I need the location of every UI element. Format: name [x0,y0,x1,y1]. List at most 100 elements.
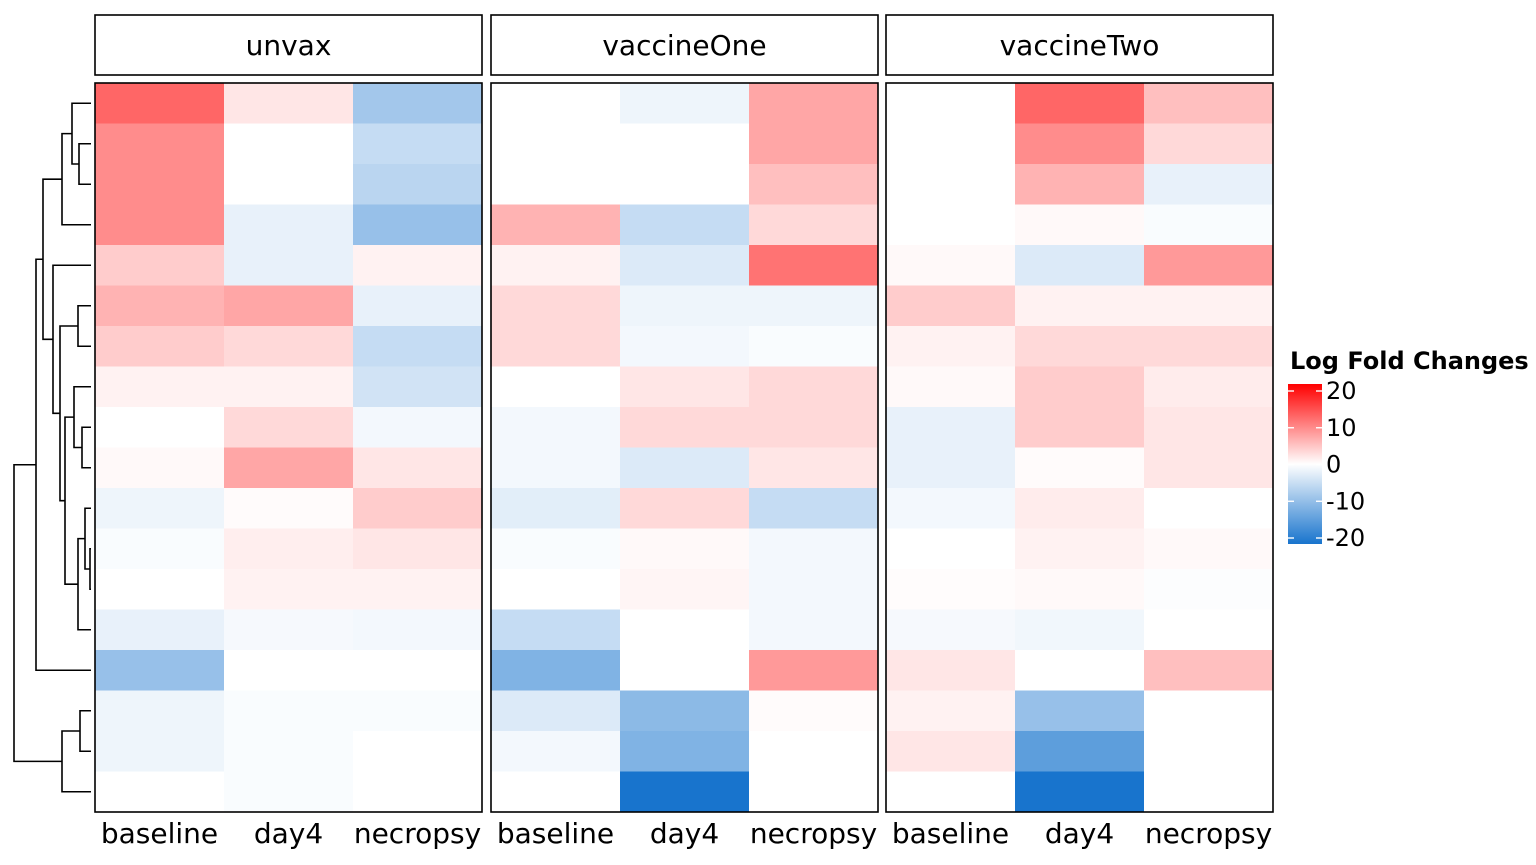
heatmap-cell [886,447,1016,489]
heatmap-cell [353,447,483,489]
heatmap-cell [620,366,750,408]
heatmap-cell [886,83,1016,124]
dendrogram-branch [61,730,91,793]
heatmap-cell [620,204,750,246]
heatmap-cell [1015,609,1145,651]
heatmap-cell [1015,407,1145,448]
heatmap-cell [749,609,879,651]
facet-label: vaccineOne [602,29,766,62]
heatmap-cell [886,488,1016,529]
x-tick-label: necropsy [354,817,481,850]
heatmap-cell [95,407,225,448]
heatmap-cell [491,204,621,246]
heatmap-cell [353,204,483,246]
dendrogram-branch [13,463,62,763]
heatmap-cell [749,488,879,529]
heatmap-cell [620,650,750,691]
heatmap-cell [886,204,1016,246]
heatmap-cell [224,83,354,124]
heatmap-cell [491,690,621,732]
heatmap-cell [749,731,879,772]
heatmap-cell [1144,245,1274,286]
heatmap-cell [95,488,225,529]
heatmap-cell [353,690,483,732]
heatmap-cell [491,731,621,772]
heatmap-cell [886,407,1016,448]
facet-panel-vaccineTwo: vaccineTwo baseline day4 necropsy [885,14,1274,850]
heatmap-cell [95,204,225,246]
heatmap-cell [620,83,750,124]
dendrogram-branch [78,142,91,186]
heatmap-cell [1015,123,1145,165]
heatmap-cell [1015,285,1145,327]
heatmap-cell [620,326,750,367]
heatmap-cell [749,366,879,408]
heatmap-cell [95,366,225,408]
dendrogram-branch [52,264,91,415]
heatmap-cell [1144,204,1274,246]
heatmap-cell [224,569,354,610]
heatmap-cell [224,285,354,327]
heatmap-cell [224,447,354,489]
legend-title: Log Fold Changes [1290,347,1529,375]
heatmap-cell [353,488,483,529]
dendrogram-branch [81,426,91,469]
heatmap-cell [1015,245,1145,286]
heatmap-cell [1015,204,1145,246]
dendrogram-branch [89,547,91,591]
heatmap-cell [95,164,225,205]
panel-border [885,82,1274,813]
color-legend: Log Fold Changes 20 10 0 -10 -20 [1288,347,1529,552]
heatmap-cell [224,771,354,813]
row-dendrogram [13,102,91,793]
heatmap-cell [95,650,225,691]
heatmap-cell [1144,731,1274,772]
heatmap-cell [886,731,1016,772]
heatmap-cell [224,164,354,205]
heatmap-cell [95,569,225,610]
heatmap-cell [749,123,879,165]
heatmap-cell [749,164,879,205]
heatmap-cell [886,245,1016,286]
heatmap-cell [886,609,1016,651]
heatmap-cell [491,488,621,529]
heatmap-cell [224,650,354,691]
legend-tick-label: 20 [1326,377,1357,405]
heatmap-cell [95,285,225,327]
heatmap-cell [749,690,879,732]
heatmap-cell [886,164,1016,205]
heatmap-cell [1144,83,1274,124]
heatmap-cell [1015,650,1145,691]
heatmap-cell [491,245,621,286]
x-tick-label: day4 [1045,817,1114,850]
x-tick-label: day4 [254,817,323,850]
heatmap-cell [1144,569,1274,610]
heatmap-cell [224,204,354,246]
heatmap-cell [886,326,1016,367]
heatmap-cell [95,528,225,570]
heatmap-cell [1015,569,1145,610]
heatmap-cell [749,407,879,448]
heatmap-cell [1144,447,1274,489]
legend-tick-label: 10 [1326,414,1357,442]
heatmap-cell [749,528,879,570]
heatmap-cell [1015,83,1145,124]
facet-panel-unvax: unvax baseline day4 necropsy [94,14,483,850]
heatmap-cell [886,366,1016,408]
heatmap-cell [353,326,483,367]
heatmap-cell [491,83,621,124]
heatmap-cell [95,731,225,772]
heatmap-cell [353,83,483,124]
heatmap-cell [620,123,750,165]
heatmap-cell [620,609,750,651]
x-tick-label: baseline [497,817,614,850]
heatmap-cell [353,771,483,813]
heatmap-cell [224,528,354,570]
facet-strip [885,14,1274,76]
legend-tick-label: -20 [1326,524,1365,552]
heatmap-cell [1015,771,1145,813]
heatmap-cell [620,731,750,772]
heatmap-cell [224,407,354,448]
heatmap-cell [1015,528,1145,570]
heatmap-cell [95,447,225,489]
